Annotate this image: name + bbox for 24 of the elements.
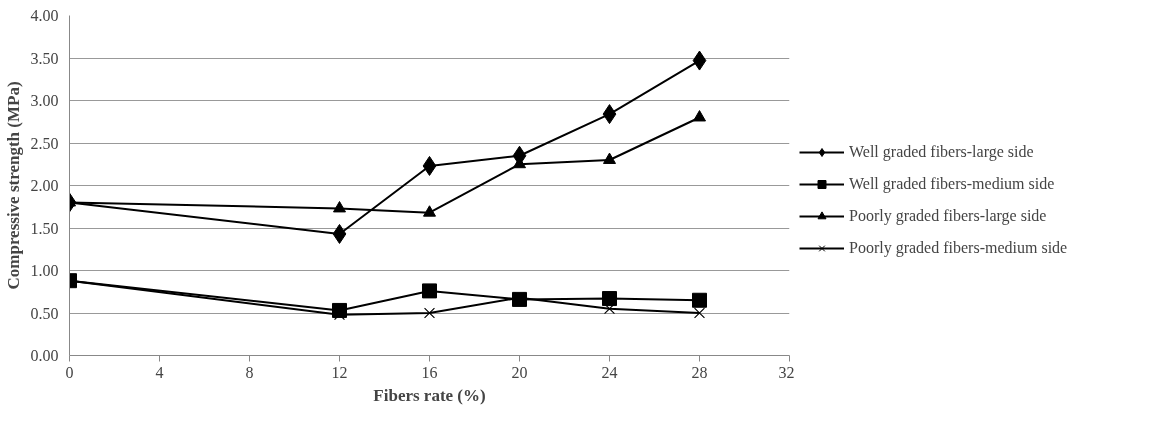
y-axis-title: Compressive strength (MPa) — [3, 81, 23, 290]
y-tick-label: 3.50 — [30, 49, 59, 67]
x-tick-label: 12 — [331, 363, 348, 381]
y-tick-label: 4.00 — [30, 7, 59, 24]
legend-label: Well graded fibers-medium side — [849, 175, 1055, 193]
y-tick-label: 2.00 — [30, 177, 59, 194]
y-tick-label: 0.50 — [30, 304, 59, 322]
x-tick-label: 16 — [421, 363, 438, 381]
x-tick-label: 24 — [601, 363, 618, 381]
x-tick-label: 4 — [155, 363, 164, 381]
legend-label: Poorly graded fibers-medium side — [849, 239, 1068, 257]
x-tick-label: 0 — [65, 363, 74, 381]
y-tick-label: 1.50 — [30, 219, 59, 237]
x-tick-label: 28 — [691, 363, 708, 381]
y-tick-label: 3.00 — [30, 92, 59, 109]
x-tick-label: 20 — [511, 363, 528, 381]
x-axis-title: Fibers rate (%) — [373, 385, 486, 405]
x-tick-label: 32 — [778, 363, 795, 381]
x-tick-label: 8 — [245, 363, 254, 381]
legend-label: Well graded fibers-large side — [849, 143, 1034, 161]
y-tick-label: 2.50 — [30, 134, 59, 152]
y-tick-label: 1.00 — [30, 262, 59, 279]
legend-label: Poorly graded fibers-large side — [849, 207, 1047, 225]
y-tick-label: 0.00 — [30, 347, 59, 364]
